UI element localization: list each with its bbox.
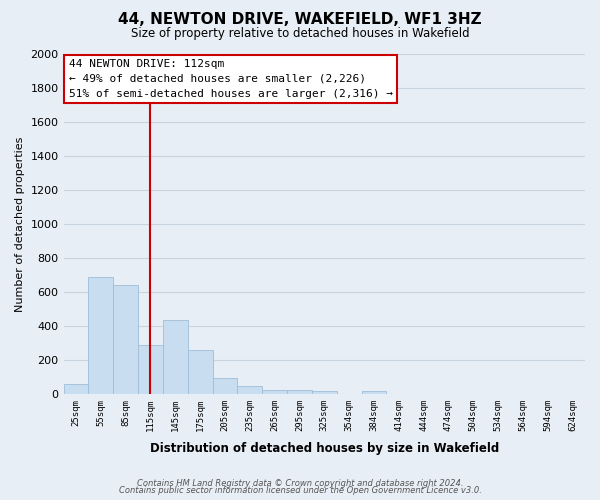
Bar xyxy=(287,390,312,394)
Bar xyxy=(362,391,386,394)
Bar xyxy=(88,276,113,394)
Text: 44 NEWTON DRIVE: 112sqm
← 49% of detached houses are smaller (2,226)
51% of semi: 44 NEWTON DRIVE: 112sqm ← 49% of detache… xyxy=(69,59,393,98)
Bar xyxy=(113,285,138,394)
X-axis label: Distribution of detached houses by size in Wakefield: Distribution of detached houses by size … xyxy=(149,442,499,455)
Text: Contains public sector information licensed under the Open Government Licence v3: Contains public sector information licen… xyxy=(119,486,481,495)
Text: Size of property relative to detached houses in Wakefield: Size of property relative to detached ho… xyxy=(131,28,469,40)
Bar xyxy=(262,390,287,394)
Bar xyxy=(188,350,212,394)
Bar xyxy=(163,320,188,394)
Text: Contains HM Land Registry data © Crown copyright and database right 2024.: Contains HM Land Registry data © Crown c… xyxy=(137,478,463,488)
Bar xyxy=(212,378,238,394)
Bar xyxy=(64,384,88,394)
Bar xyxy=(312,391,337,394)
Y-axis label: Number of detached properties: Number of detached properties xyxy=(15,136,25,312)
Text: 44, NEWTON DRIVE, WAKEFIELD, WF1 3HZ: 44, NEWTON DRIVE, WAKEFIELD, WF1 3HZ xyxy=(118,12,482,28)
Bar xyxy=(238,386,262,394)
Bar xyxy=(138,346,163,394)
